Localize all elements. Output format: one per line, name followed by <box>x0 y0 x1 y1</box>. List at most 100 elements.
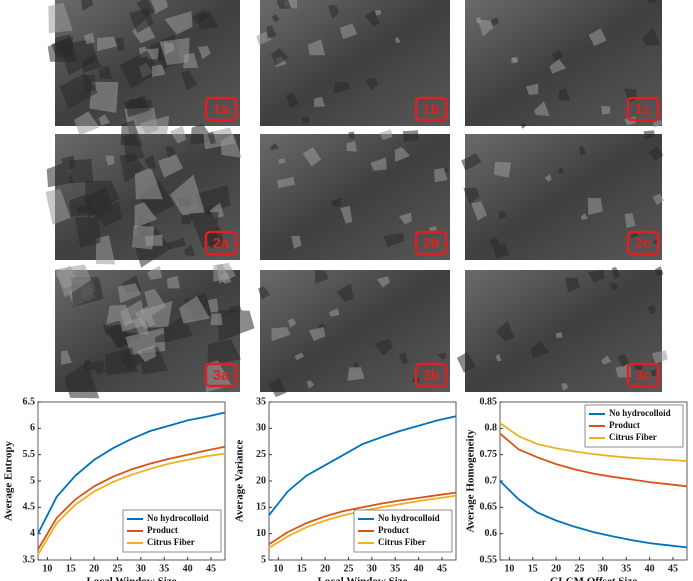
texture <box>330 198 342 207</box>
x-tick-label: 35 <box>621 563 631 574</box>
texture <box>102 320 122 336</box>
x-axis-label: GLCM Offset Size <box>550 576 637 581</box>
texture <box>348 131 355 139</box>
texture <box>346 141 357 152</box>
texture <box>498 210 508 220</box>
texture <box>641 28 660 46</box>
texture <box>534 101 550 116</box>
panel-label: 3a <box>213 367 230 384</box>
texture <box>83 32 95 45</box>
texture <box>189 211 219 248</box>
texture <box>134 167 163 200</box>
x-tick-label: 20 <box>320 563 330 574</box>
series-line <box>499 422 688 462</box>
texture <box>167 237 186 250</box>
x-tick-label: 35 <box>159 563 169 574</box>
texture <box>402 130 420 143</box>
texture <box>374 10 382 16</box>
panel-label: 1b <box>422 101 440 118</box>
texture <box>258 286 271 300</box>
texture <box>60 350 72 365</box>
texture <box>383 232 405 247</box>
texture <box>276 0 292 9</box>
texture <box>376 276 390 288</box>
legend-label: Product <box>147 525 178 535</box>
texture <box>75 217 101 248</box>
y-tick-label: 20 <box>256 475 266 486</box>
texture <box>271 327 291 342</box>
x-tick-label: 15 <box>528 563 538 574</box>
texture <box>266 25 277 39</box>
texture <box>207 298 219 313</box>
texture <box>616 353 629 367</box>
texture <box>549 59 567 74</box>
panel-label-box <box>204 96 238 122</box>
x-tick-label: 45 <box>206 563 216 574</box>
texture <box>611 266 621 280</box>
texture <box>587 197 603 215</box>
texture <box>181 70 198 91</box>
texture <box>365 77 379 91</box>
texture <box>104 347 138 376</box>
texture <box>184 244 196 257</box>
texture <box>207 339 241 366</box>
texture <box>74 111 100 136</box>
texture <box>181 214 192 225</box>
y-tick-label: 0.65 <box>480 502 498 513</box>
texture <box>652 119 663 128</box>
texture <box>76 204 92 215</box>
texture <box>555 331 563 338</box>
texture <box>580 213 589 221</box>
y-axis-label: Average Variance <box>234 440 246 523</box>
texture <box>98 114 111 126</box>
texture <box>633 362 644 373</box>
texture <box>207 131 216 145</box>
texture <box>558 88 570 101</box>
y-axis-label: Average Homogeneity <box>465 429 477 533</box>
texture <box>379 129 393 141</box>
texture <box>164 11 193 35</box>
texture <box>152 64 166 77</box>
y-tick-label: 0.75 <box>480 449 498 460</box>
texture <box>302 147 322 167</box>
panel-label-box <box>204 230 238 256</box>
texture <box>565 277 580 293</box>
panel-label-box <box>414 230 448 256</box>
x-axis-label: Local Window Size <box>86 576 176 581</box>
sem-image <box>260 134 450 260</box>
texture <box>493 243 510 258</box>
texture <box>651 350 668 364</box>
texture <box>328 5 340 19</box>
legend-label: Product <box>609 420 640 430</box>
x-tick-label: 10 <box>273 563 283 574</box>
texture <box>55 34 71 54</box>
texture <box>119 50 160 89</box>
texture <box>347 367 365 381</box>
y-tick-label: 25 <box>256 449 266 460</box>
texture <box>339 23 358 40</box>
x-tick-label: 10 <box>504 563 514 574</box>
x-tick-label: 45 <box>668 563 678 574</box>
texture <box>643 130 656 140</box>
texture <box>488 236 502 250</box>
y-tick-label: 4.5 <box>23 502 36 513</box>
x-tick-label: 40 <box>414 563 424 574</box>
texture <box>271 14 280 23</box>
texture <box>646 304 657 315</box>
x-tick-label: 25 <box>574 563 584 574</box>
x-axis-label: Local Window Size <box>317 576 407 581</box>
x-tick-label: 15 <box>66 563 76 574</box>
x-tick-label: 40 <box>645 563 655 574</box>
texture <box>308 327 326 341</box>
texture <box>115 37 125 52</box>
texture <box>205 360 232 393</box>
legend-label: No hydrocolloid <box>147 513 209 523</box>
series-line <box>37 411 226 535</box>
x-tick-label: 30 <box>367 563 377 574</box>
texture <box>314 96 326 108</box>
texture <box>525 83 539 95</box>
panel-label-box <box>414 362 448 388</box>
texture <box>210 313 223 326</box>
series-line <box>499 480 688 549</box>
